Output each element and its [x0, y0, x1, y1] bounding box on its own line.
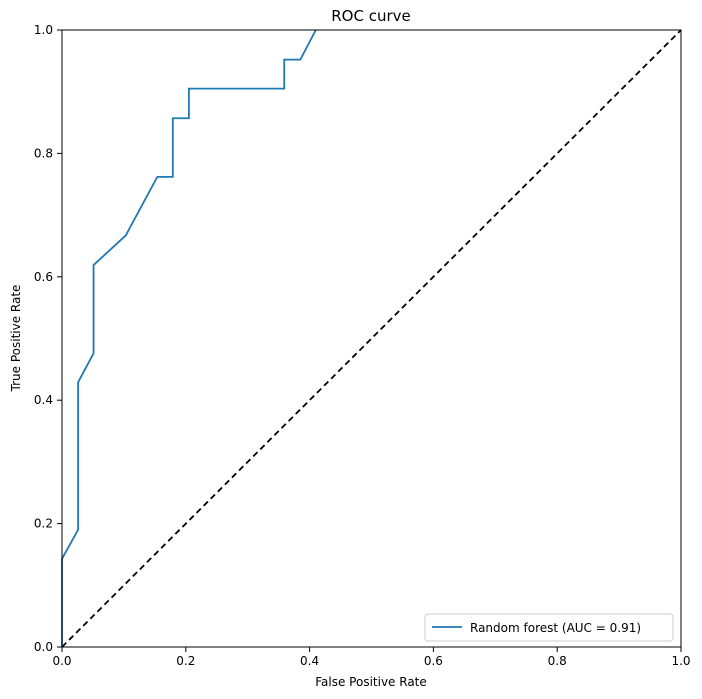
y-tick-label: 0.4 [34, 393, 53, 407]
x-tick-label: 0.4 [300, 654, 319, 668]
y-tick-label: 0.2 [34, 517, 53, 531]
roc-curve-line [61, 29, 317, 647]
plot-frame [61, 29, 682, 648]
y-tick-label: 0.8 [34, 146, 53, 160]
legend-box [424, 613, 674, 642]
y-tick-label: 1.0 [34, 23, 53, 37]
y-tick-label: 0.0 [34, 640, 53, 654]
x-tick-label: 0.8 [548, 654, 567, 668]
x-axis-label: False Positive Rate [315, 675, 427, 689]
x-axis: 0.0 0.2 0.4 0.6 0.8 1.0 [52, 647, 691, 668]
legend-label: Random forest (AUC = 0.91) [470, 621, 641, 635]
x-tick-label: 1.0 [671, 654, 690, 668]
y-axis-label: True Positive Rate [9, 285, 23, 393]
chance-diagonal-line [61, 29, 682, 648]
y-axis: 0.0 0.2 0.4 0.6 0.8 1.0 [34, 23, 62, 654]
x-tick-label: 0.0 [52, 654, 71, 668]
plot-lines [61, 29, 682, 648]
x-tick-label: 0.6 [424, 654, 443, 668]
chart-title: ROC curve [331, 7, 411, 25]
y-tick-label: 0.6 [34, 270, 53, 284]
legend: Random forest (AUC = 0.91) [424, 613, 674, 642]
x-tick-label: 0.2 [176, 654, 195, 668]
